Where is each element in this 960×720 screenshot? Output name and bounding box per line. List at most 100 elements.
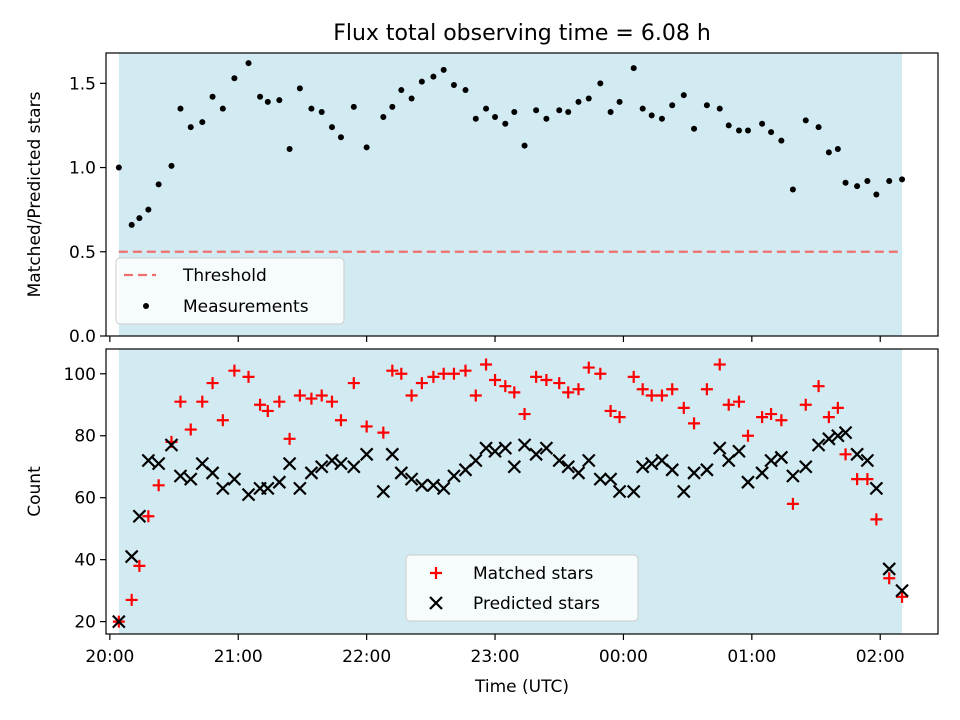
predicted-point	[741, 475, 755, 489]
measurement-point	[597, 80, 604, 87]
predicted-point	[132, 509, 147, 524]
predicted-point	[895, 583, 909, 598]
x-tick-label: 22:00	[342, 647, 391, 667]
predicted-point	[124, 549, 139, 564]
y-tick-label: 60	[74, 489, 96, 509]
predicted-point	[822, 432, 836, 446]
measurement-point	[616, 98, 623, 105]
predicted-point	[860, 453, 875, 468]
measurement-point	[744, 127, 751, 134]
measurement-point	[380, 114, 387, 121]
measurement-point	[115, 164, 122, 171]
predicted-point	[415, 478, 429, 493]
measurement-point	[630, 65, 637, 72]
matched-point	[508, 386, 521, 399]
measurement-point	[418, 78, 425, 85]
measurement-point	[815, 124, 822, 131]
legend-measurement-swatch	[143, 303, 149, 309]
predicted-point	[376, 484, 391, 499]
predicted-point	[882, 562, 896, 576]
measurement-point	[296, 85, 303, 92]
matched-point	[377, 426, 390, 439]
matched-point	[883, 572, 896, 585]
y-tick-label: 40	[74, 551, 96, 571]
legend-predicted-label: Predicted stars	[473, 594, 600, 614]
predicted-point	[261, 481, 275, 496]
x-axis-label: Time (UTC)	[474, 677, 569, 697]
measurement-point	[768, 129, 775, 136]
predicted-point	[603, 472, 618, 486]
matched-point	[489, 373, 502, 386]
measurement-point	[648, 112, 655, 119]
predicted-point	[529, 447, 543, 462]
measurement-point	[691, 125, 698, 132]
measurement-point	[639, 105, 646, 112]
matched-point	[582, 361, 595, 374]
predicted-point	[561, 459, 575, 474]
matched-point	[447, 367, 460, 380]
matched-point	[325, 395, 338, 408]
measurement-point	[308, 105, 315, 112]
measurement-point	[462, 87, 469, 94]
legend-top: Threshold Measurements	[115, 257, 345, 325]
matched-point	[896, 590, 909, 603]
matched-point	[562, 386, 575, 399]
measurement-point	[565, 108, 572, 115]
measurement-point	[778, 137, 785, 144]
measurement-point	[735, 127, 742, 134]
predicted-point	[314, 459, 329, 474]
measurement-point	[521, 142, 528, 149]
predicted-point	[359, 447, 374, 462]
measurement-point	[834, 146, 841, 153]
matched-point	[184, 423, 197, 436]
legend-bottom: Matched stars Predicted stars	[405, 554, 639, 622]
measurement-point	[328, 124, 335, 131]
predicted-point	[712, 441, 727, 455]
matched-point	[604, 404, 617, 417]
y-tick-label: 1.5	[69, 74, 96, 94]
matched-point	[572, 383, 585, 396]
matched-point	[360, 420, 373, 433]
measurement-point	[257, 93, 264, 100]
axes-frame	[105, 348, 939, 635]
ratio-panel: 0.0 0.5 1.0 1.5 Matched/Predicted stars Thres…	[25, 52, 939, 347]
predicted-point	[183, 472, 198, 486]
x-tick-label: 23:00	[471, 647, 520, 667]
matched-point	[627, 370, 640, 383]
predicted-point	[205, 466, 220, 480]
measurement-point	[789, 186, 796, 193]
measurement-point	[873, 191, 880, 198]
measurement-point	[607, 108, 614, 115]
y-tick-label: 0.0	[69, 327, 96, 347]
predicted-point	[394, 466, 409, 480]
matched-point	[196, 395, 209, 408]
predicted-point	[593, 472, 608, 486]
predicted-point	[831, 428, 845, 443]
measurement-point	[219, 105, 226, 112]
predicted-point	[552, 453, 567, 468]
predicted-point	[164, 438, 179, 452]
matched-point	[206, 377, 219, 390]
matched-point	[732, 395, 745, 408]
legend-box	[405, 554, 639, 622]
matched-point	[386, 364, 399, 377]
x-tick-label: 00:00	[599, 647, 648, 667]
predicted-point	[469, 453, 483, 468]
measurement-point	[209, 93, 216, 100]
matched-point	[870, 513, 883, 526]
measurement-point	[350, 103, 357, 110]
predicted-point	[498, 441, 513, 455]
matched-point	[480, 358, 493, 371]
legend-threshold-label: Threshold	[182, 266, 267, 286]
predicted-point	[764, 453, 778, 468]
matched-point	[786, 497, 799, 510]
matched-point	[228, 364, 241, 377]
measurement-point	[231, 75, 238, 82]
matched-point	[636, 383, 649, 396]
predicted-point	[479, 441, 493, 455]
matched-point	[125, 593, 138, 606]
measurement-point	[899, 176, 906, 183]
measurement-point	[389, 103, 396, 110]
axes-frame	[105, 52, 939, 337]
matched-point	[861, 473, 874, 486]
